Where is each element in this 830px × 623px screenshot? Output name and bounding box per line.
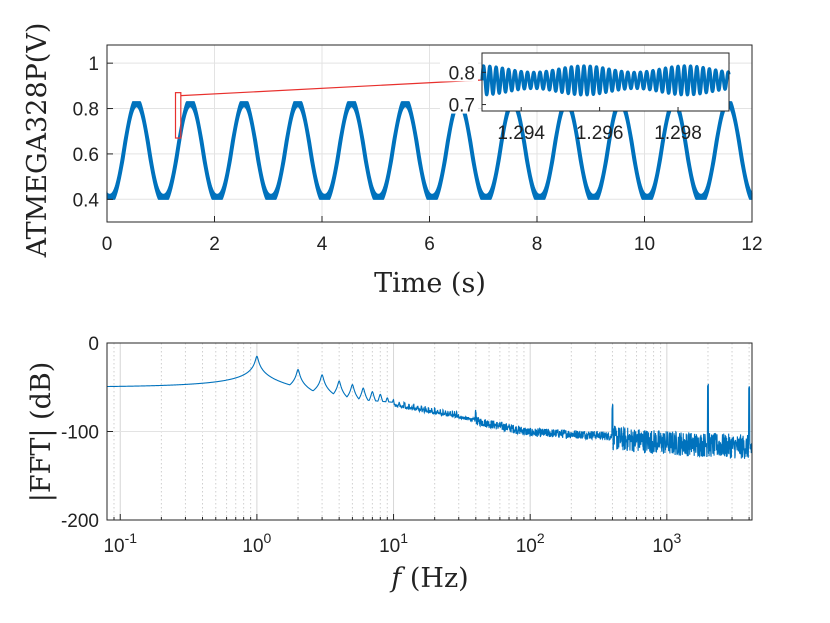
time-tick-label: 0: [102, 234, 113, 255]
inset-ytick-bg: [440, 93, 478, 114]
inset-xtick-label: 1.298: [654, 123, 702, 144]
fft-xtick-label: 103: [652, 530, 681, 557]
zoom-connector-line: [180, 79, 483, 97]
voltage-tick-label: 1: [88, 54, 99, 75]
voltage-ylabel: ATMEGA328P(V): [22, 23, 53, 259]
voltage-tick-label: 0.8: [73, 100, 99, 121]
inset-ytick-bg: [440, 61, 478, 82]
fft-line: [106, 355, 753, 459]
inset-xtick-label: 1.296: [576, 123, 624, 144]
time-tick-label: 10: [634, 234, 655, 255]
zoom-inset: 1.294 1.296 1.298 0.7 0.8: [440, 52, 731, 144]
inset-ytick-label: 0.8: [449, 63, 475, 84]
zoom-highlight-box: [174, 92, 182, 139]
inset-ytick-label: 0.7: [449, 96, 475, 117]
fft-xtick-label: 100: [242, 530, 271, 557]
voltage-tick-label: 0.4: [73, 190, 100, 211]
fft-ylabel: |FFT| (dB): [26, 362, 57, 502]
time-panel: 0 2 4 6 8 10 12 0.4 0.6 0.8 1 Time (s) ATMEGA328P(…: [22, 23, 763, 299]
fft-xtick-label: 102: [516, 530, 545, 557]
fft-xlabel: f (Hz): [389, 563, 468, 594]
fft-ytick-label: -100: [61, 423, 99, 444]
inset-line: [480, 64, 731, 97]
voltage-tick-label: 0.6: [73, 145, 99, 166]
fft-xtick-label: 101: [379, 530, 408, 557]
time-tick-label: 2: [209, 234, 220, 255]
fft-ytick-label: -200: [61, 511, 99, 532]
time-tick-label: 6: [424, 234, 435, 255]
fft-series: [106, 355, 753, 459]
inset-xtick-label: 1.294: [497, 123, 545, 144]
time-tick-label: 8: [532, 234, 543, 255]
fft-xtick-label: 10-1: [103, 530, 137, 557]
time-xlabel: Time (s): [374, 268, 486, 299]
inset-voltage-series: [480, 64, 731, 97]
fft-panel: 10-1 100 101 102 103 0 -100 -200 f (Hz) |FFT| (…: [26, 334, 753, 594]
time-tick-label: 4: [317, 234, 328, 255]
time-tick-label: 12: [741, 234, 762, 255]
fft-ytick-label: 0: [88, 334, 99, 355]
